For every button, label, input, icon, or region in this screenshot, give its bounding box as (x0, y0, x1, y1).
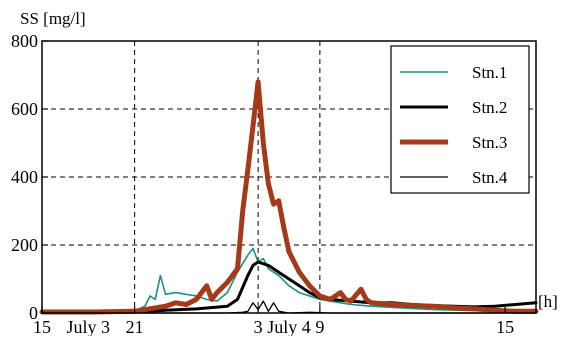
series-line-stn2 (40, 260, 538, 314)
x-tick-label: 3 (254, 317, 263, 336)
legend-label: Stn.1 (472, 63, 507, 82)
y-tick-label: 800 (11, 31, 38, 51)
series-line-stn3 (39, 79, 539, 315)
series-line-stn1 (41, 247, 537, 313)
y-tick-label: 600 (11, 99, 38, 119)
legend-label: Stn.3 (472, 133, 507, 152)
y-tick-label: 400 (11, 167, 38, 187)
series-layer (39, 79, 539, 315)
legend: Stn.1 Stn.2 Stn.3 Stn.4 (390, 45, 530, 194)
x-tick-label: 21 (126, 317, 144, 336)
x-tick-label: 15 (33, 317, 51, 336)
legend-items: Stn.1 Stn.2 Stn.3 Stn.4 (400, 63, 508, 187)
x-tick-label: 9 (315, 317, 324, 336)
legend-label: Stn.4 (472, 168, 508, 187)
y-tick-label: 0 (29, 303, 38, 323)
legend-label: Stn.2 (472, 98, 507, 117)
tick-layer: 0 200 400 600 800 15 21 3 9 15 July 3 July 4 (11, 31, 514, 337)
legend-box (390, 45, 530, 194)
x-tick-label: 15 (496, 317, 514, 336)
x-day-label: July 3 (67, 317, 111, 336)
y-tick-label: 200 (11, 235, 38, 255)
y-axis-label: SS [mg/l] (20, 9, 86, 28)
x-axis-unit-label: [h] (538, 292, 558, 311)
x-day-label: July 4 (267, 317, 311, 336)
